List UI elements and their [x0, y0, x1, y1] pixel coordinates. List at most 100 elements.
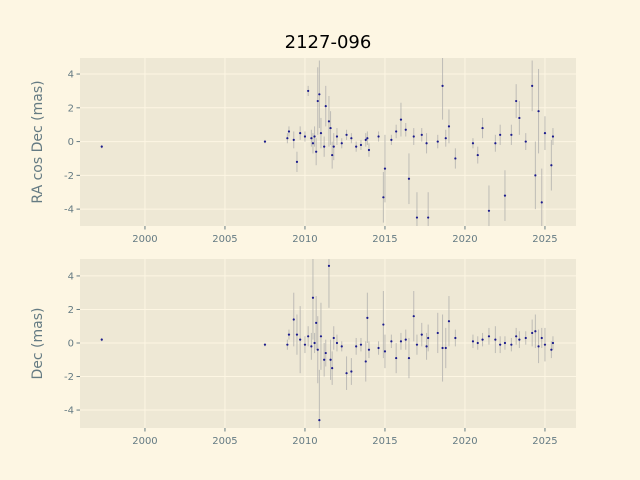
data-point	[543, 343, 547, 346]
data-point	[499, 343, 502, 346]
data-point	[537, 110, 540, 113]
data-point	[550, 348, 553, 351]
x-tick-label: 2015	[372, 234, 397, 245]
x-tick-label: 2005	[212, 436, 237, 447]
data-point	[518, 116, 521, 120]
data-layer	[100, 259, 555, 428]
y-tick-label: 4	[68, 70, 74, 81]
data-point	[292, 138, 295, 141]
data-point	[390, 138, 393, 141]
chart-title: 2127-096	[285, 32, 372, 53]
data-point	[299, 132, 302, 135]
data-point	[550, 164, 553, 167]
y-tick-label: -2	[64, 171, 74, 182]
x-tick-label: 2025	[532, 436, 557, 447]
data-point	[313, 341, 316, 345]
data-point	[454, 336, 457, 340]
data-point	[311, 296, 315, 299]
data-point	[420, 333, 423, 336]
data-point	[310, 345, 313, 348]
data-point	[415, 343, 419, 346]
data-point	[355, 345, 358, 348]
data-point	[412, 315, 415, 318]
x-tick-label: 2005	[212, 234, 237, 245]
data-point	[364, 360, 367, 363]
data-point	[518, 338, 521, 341]
data-point	[407, 356, 411, 360]
y-tick-label: -2	[64, 372, 74, 383]
data-point	[307, 89, 310, 93]
data-point	[487, 335, 491, 338]
data-point	[383, 167, 387, 170]
data-point	[319, 335, 323, 338]
data-point	[487, 209, 491, 212]
data-point	[436, 331, 439, 335]
y-axis-label: Dec (mas)	[30, 308, 46, 380]
data-point	[444, 137, 447, 140]
data-point	[404, 338, 407, 341]
data-point	[323, 145, 326, 148]
data-point	[377, 346, 380, 350]
x-tick-label: 2025	[532, 234, 557, 245]
data-point	[313, 135, 316, 138]
data-point	[303, 135, 307, 138]
data-point	[420, 133, 423, 136]
data-point	[327, 120, 331, 123]
data-point	[399, 118, 403, 121]
data-point	[295, 333, 299, 336]
data-point	[335, 135, 339, 138]
data-point	[331, 367, 334, 370]
data-point	[316, 348, 319, 351]
data-point	[329, 126, 332, 130]
data-point	[395, 130, 398, 133]
data-point	[329, 358, 332, 361]
data-point	[534, 330, 537, 333]
data-point	[510, 133, 513, 136]
data-point	[494, 142, 497, 145]
data-point	[350, 137, 353, 140]
data-point	[481, 126, 484, 130]
data-point	[476, 153, 479, 157]
data-point	[543, 132, 547, 135]
data-point	[324, 105, 327, 108]
data-point	[327, 264, 331, 267]
data-point	[287, 130, 291, 133]
data-point	[332, 145, 335, 148]
x-tick-label: 2010	[292, 234, 317, 245]
data-point	[454, 157, 457, 160]
data-point	[494, 338, 497, 341]
data-point	[286, 343, 289, 346]
data-point	[307, 335, 310, 338]
y-tick-label: 0	[68, 137, 74, 148]
data-point	[436, 140, 439, 143]
data-point	[441, 346, 444, 350]
data-point	[366, 316, 369, 319]
data-point	[332, 336, 335, 340]
data-point	[531, 331, 534, 335]
data-point	[510, 343, 513, 346]
x-tick-label: 2015	[372, 436, 397, 447]
data-point	[287, 333, 291, 336]
data-point	[359, 343, 363, 346]
x-tick-label: 2020	[452, 234, 477, 245]
data-point	[359, 143, 363, 147]
data-point	[515, 99, 518, 103]
data-point	[316, 99, 319, 103]
data-point	[399, 340, 403, 343]
data-point	[295, 160, 299, 163]
data-point	[331, 153, 334, 157]
y-tick-label: -4	[64, 205, 74, 216]
data-point	[100, 338, 103, 341]
data-point	[540, 336, 543, 340]
x-tick-label: 2020	[452, 436, 477, 447]
data-point	[340, 345, 343, 348]
data-point	[395, 356, 398, 360]
data-point	[292, 318, 295, 321]
data-point	[345, 372, 348, 375]
y-tick-label: 2	[68, 305, 74, 316]
data-point	[425, 345, 428, 348]
data-point	[366, 137, 369, 140]
data-point	[367, 148, 371, 152]
data-point	[481, 338, 484, 341]
data-point	[323, 358, 326, 361]
